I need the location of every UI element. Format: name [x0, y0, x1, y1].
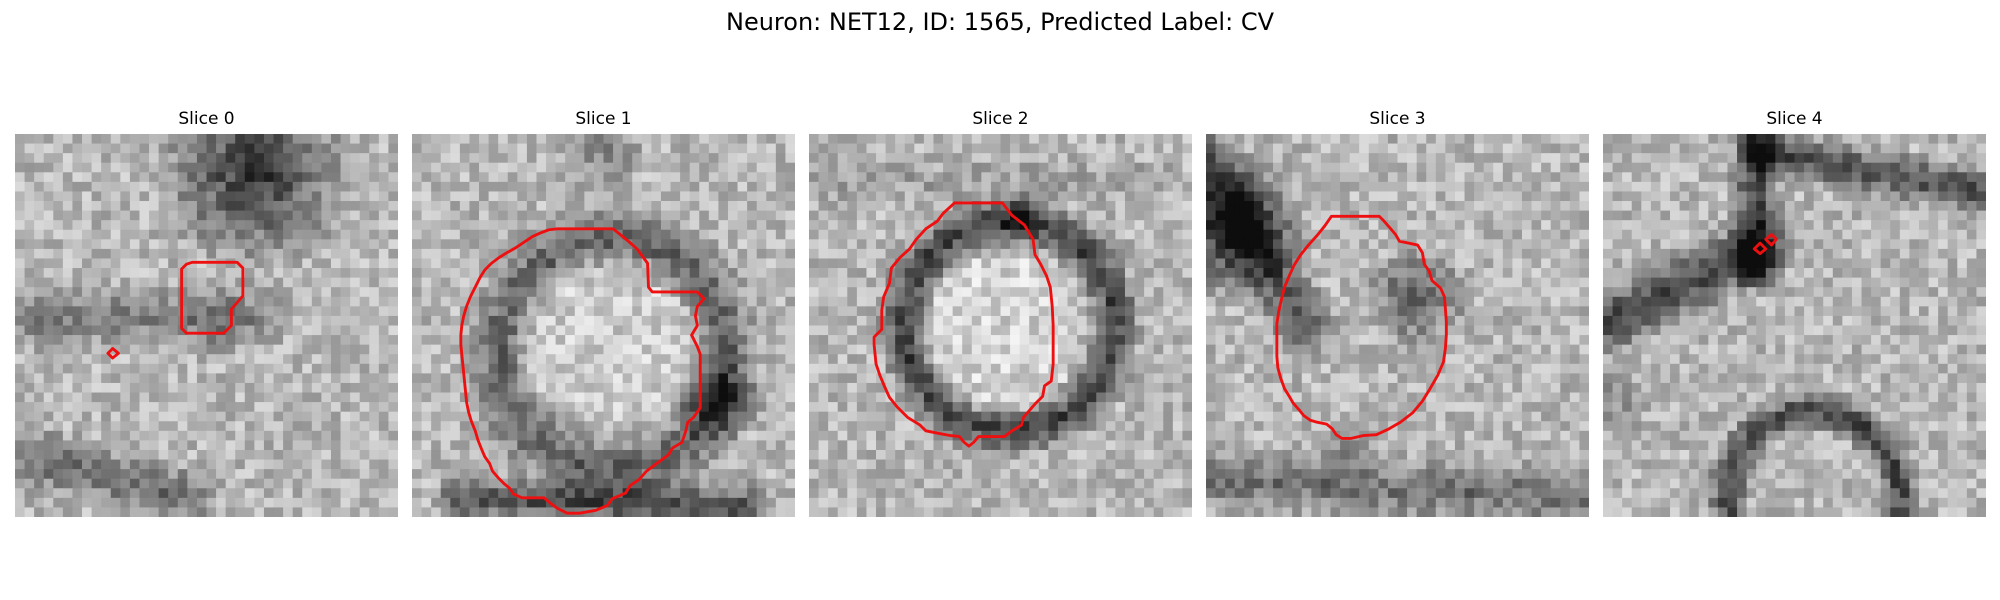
panel-title: Slice 3 [1369, 109, 1426, 129]
slice-image [15, 134, 398, 517]
pixel-grid [809, 134, 1192, 517]
segmentation-contour [1764, 233, 1778, 247]
slice-image [809, 134, 1192, 517]
segmentation-contour [1275, 214, 1448, 440]
panel-title: Slice 0 [178, 109, 235, 129]
panel-title: Slice 4 [1766, 109, 1823, 129]
segmentation-contour [1752, 241, 1768, 256]
panel-slice-1: Slice 1 [412, 108, 795, 518]
slice-image [1206, 134, 1589, 517]
segmentation-contour [180, 260, 245, 335]
panel-slice-2: Slice 2 [809, 108, 1192, 518]
segmentation-contour [872, 201, 1055, 448]
slice-image [1603, 134, 1986, 517]
panel-slice-3: Slice 3 [1206, 108, 1589, 518]
segmentation-contour [106, 347, 120, 360]
pixel-grid [1603, 134, 1986, 517]
figure-title: Neuron: NET12, ID: 1565, Predicted Label… [726, 8, 1274, 36]
panel-slice-4: Slice 4 [1603, 108, 1986, 518]
panel-slice-0: Slice 0 [15, 108, 398, 518]
pixel-grid [1206, 134, 1589, 517]
pixel-grid [15, 134, 398, 517]
segmentation-contour [459, 227, 706, 515]
pixel-grid [412, 134, 795, 517]
panel-title: Slice 2 [972, 109, 1029, 129]
panel-title: Slice 1 [575, 109, 632, 129]
slice-image [412, 134, 795, 517]
